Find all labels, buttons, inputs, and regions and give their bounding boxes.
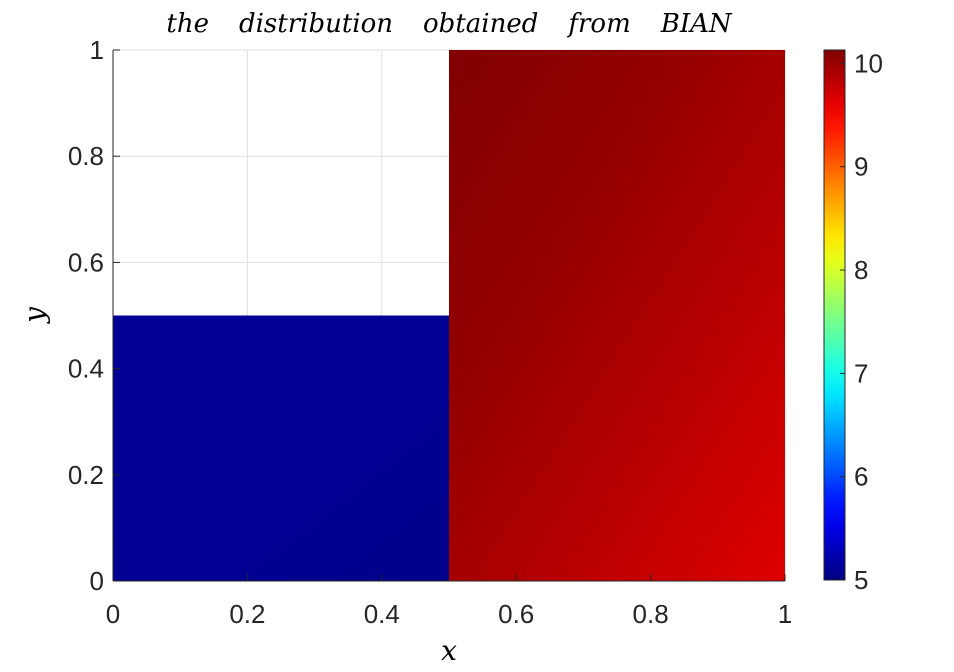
heatmap-region-lower-left <box>113 315 449 581</box>
chart-title: the distribution obtained from BIAN <box>166 9 732 39</box>
x-tick-label: 0 <box>106 599 120 629</box>
y-tick-label: 0 <box>90 566 104 596</box>
colorbar: 5 6 7 8 9 10 <box>823 48 883 595</box>
title-word: BIAN <box>660 9 733 39</box>
y-tick-label: 0.8 <box>68 141 104 171</box>
title-word: distribution <box>239 9 393 39</box>
colorbar-tick-label: 5 <box>854 565 868 595</box>
y-tick-label: 0.2 <box>68 460 104 490</box>
title-word: from <box>566 9 630 39</box>
title-word: obtained <box>423 9 538 39</box>
x-tick-label: 1 <box>778 599 792 629</box>
colorbar-fill <box>823 49 846 581</box>
x-tick-label: 0.4 <box>364 599 400 629</box>
y-tick-label: 1 <box>90 35 104 65</box>
heatmap-region-right <box>449 50 785 581</box>
colorbar-tick-label: 6 <box>854 462 868 492</box>
x-axis-label: x <box>441 634 457 667</box>
colorbar-tick-label: 8 <box>854 255 868 285</box>
colorbar-tick-label: 10 <box>854 48 883 78</box>
colorbar-tick-label: 7 <box>854 358 868 388</box>
x-axis-ticks: 0 0.2 0.4 0.6 0.8 1 <box>106 574 792 629</box>
y-axis-label: y <box>18 306 51 325</box>
x-tick-label: 0.8 <box>633 599 669 629</box>
title-word: the <box>166 9 209 39</box>
heatmap-regions <box>113 50 785 581</box>
y-tick-label: 0.6 <box>68 247 104 277</box>
y-axis-ticks: 0 0.2 0.4 0.6 0.8 1 <box>68 35 120 596</box>
x-tick-label: 0.2 <box>229 599 265 629</box>
y-tick-label: 0.4 <box>68 354 104 384</box>
x-tick-label: 0.6 <box>498 599 534 629</box>
colorbar-tick-label: 9 <box>854 152 868 182</box>
